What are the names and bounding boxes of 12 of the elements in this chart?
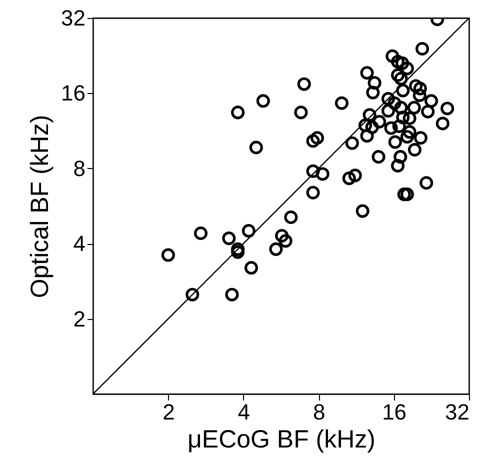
x-tick-label: 4 xyxy=(238,400,250,424)
y-tick-label: 16 xyxy=(61,80,86,106)
y-tick-label: 2 xyxy=(73,306,86,332)
y-tick-label: 32 xyxy=(61,6,86,30)
y-tick-label: 4 xyxy=(73,231,86,256)
x-axis-title: μECoG BF (kHz) xyxy=(187,426,376,454)
y-tick-label: 8 xyxy=(73,156,86,181)
y-axis-title: Optical BF (kHz) xyxy=(26,114,54,298)
x-tick-label: 2 xyxy=(162,400,175,424)
x-tick-label: 32 xyxy=(445,400,470,424)
x-tick-label: 16 xyxy=(382,400,407,424)
x-tick-label: 8 xyxy=(312,400,326,424)
